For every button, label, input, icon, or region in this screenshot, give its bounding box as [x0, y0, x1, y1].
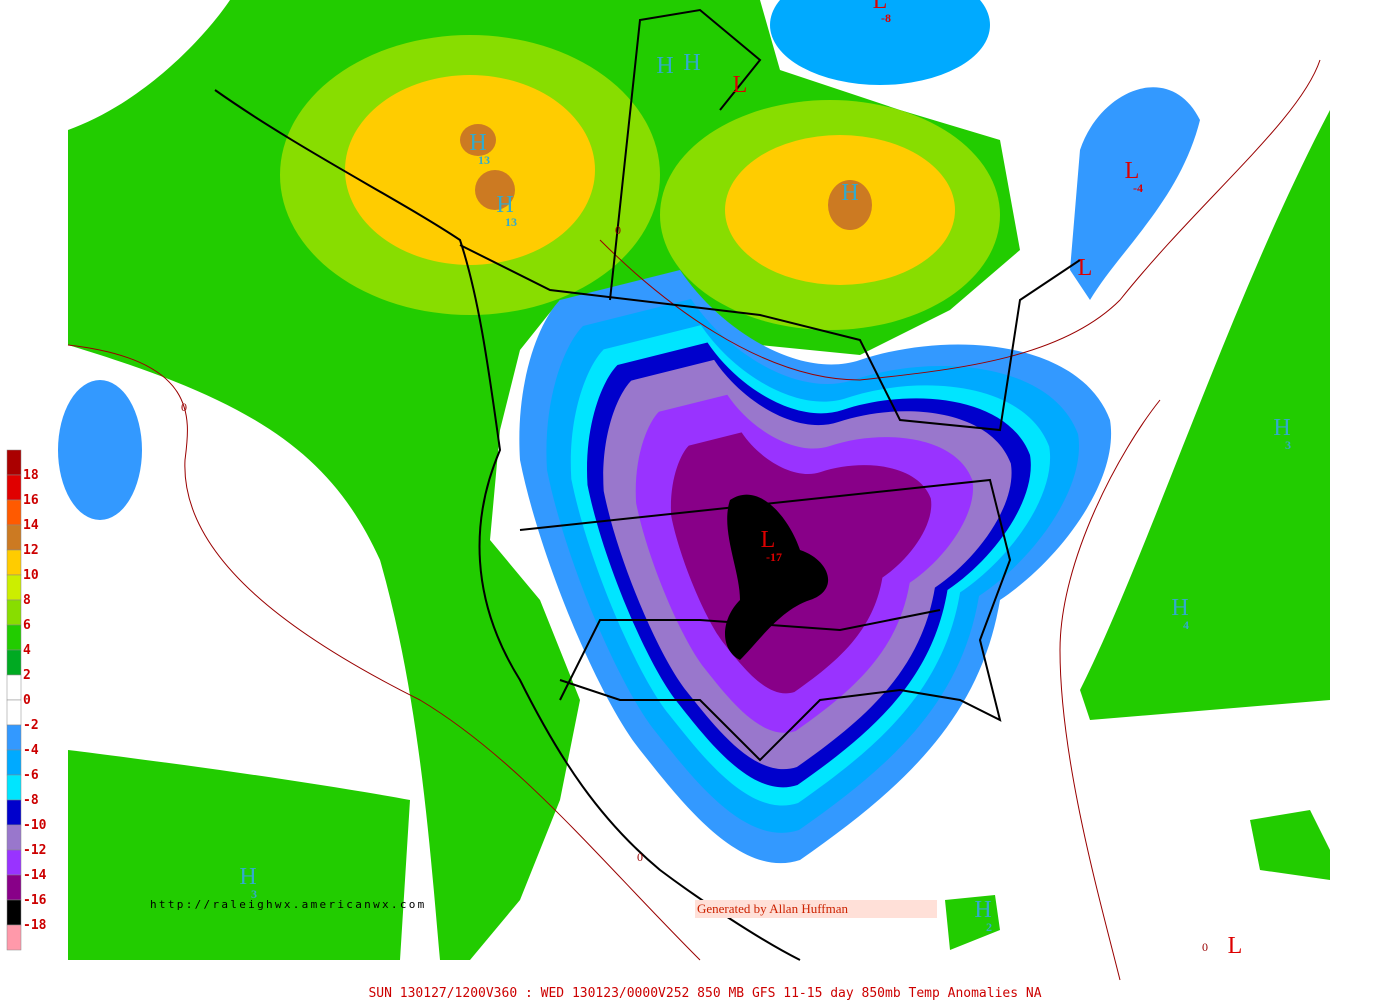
pressure-center: L — [761, 527, 776, 553]
legend-label: 6 — [23, 618, 31, 633]
pressure-value: 3 — [251, 887, 257, 901]
legend-label: -12 — [23, 843, 46, 858]
source-url: http://raleighwx.americanwx.com — [150, 898, 427, 911]
legend-swatch — [6, 824, 22, 851]
legend-swatch — [6, 649, 22, 676]
legend-swatch — [6, 874, 22, 901]
credit-box — [695, 900, 937, 918]
legend-label: 0 — [23, 693, 31, 708]
pressure-center: H — [841, 180, 858, 206]
legend-label: -6 — [23, 768, 39, 783]
pressure-center: H — [496, 192, 513, 218]
cold-core — [725, 494, 829, 660]
legend-label: 12 — [23, 543, 39, 558]
pressure-value: 13 — [505, 215, 517, 229]
legend-swatch — [6, 449, 22, 476]
contour-label: 0 — [1202, 940, 1208, 954]
pressure-center: H — [469, 130, 486, 156]
warm-area — [828, 180, 872, 230]
legend-swatch — [6, 499, 22, 526]
legend-swatch — [6, 849, 22, 876]
pressure-center: L — [873, 0, 888, 14]
contour-label: 0 — [637, 850, 643, 864]
legend-swatch — [6, 699, 22, 726]
warm-area — [68, 750, 410, 960]
warm-area — [945, 895, 1000, 950]
legend-label: 10 — [23, 568, 39, 583]
legend-swatch — [6, 724, 22, 751]
pressure-value: 4 — [1183, 618, 1189, 632]
legend-label: -18 — [23, 918, 47, 933]
legend-label: -10 — [23, 818, 47, 833]
cold-area — [770, 0, 990, 85]
legend-swatch — [6, 574, 22, 601]
legend-label: -2 — [23, 718, 39, 733]
legend-swatch — [6, 749, 22, 776]
warm-area — [460, 124, 496, 156]
legend-label: -16 — [23, 893, 47, 908]
footer: SUN 130127/1200V360 : WED 130123/0000V25… — [368, 986, 1041, 1000]
pressure-center: H — [1171, 595, 1188, 621]
contour-label: 0 — [615, 223, 621, 237]
legend-swatch — [6, 674, 22, 701]
pressure-value: 13 — [478, 153, 490, 167]
pressure-value: -17 — [766, 550, 782, 564]
legend-swatch — [6, 549, 22, 576]
coastlines — [214, 8, 1081, 961]
warm-area — [345, 75, 595, 265]
legend-label: 16 — [23, 493, 39, 508]
legend-label: -14 — [23, 868, 47, 883]
pressure-center: H — [656, 53, 673, 79]
warm-area — [475, 170, 515, 210]
legend-label: 2 — [23, 668, 31, 683]
legend-label: 18 — [23, 468, 39, 483]
legend-swatch — [6, 924, 22, 951]
legend-swatch — [6, 624, 22, 651]
legend-label: -8 — [23, 793, 39, 808]
warm-area — [1080, 110, 1330, 720]
legend-swatch — [6, 799, 22, 826]
pressure-center: L — [1125, 158, 1140, 184]
pressure-value: 3 — [1285, 438, 1291, 452]
pressure-value: -4 — [1133, 181, 1143, 195]
legend-swatch — [6, 774, 22, 801]
legend-swatch — [6, 474, 22, 501]
legend-swatch — [6, 899, 22, 926]
zero-contours — [67, 59, 1321, 981]
contour-label: 0 — [181, 400, 187, 414]
legend-swatch — [6, 599, 22, 626]
pressure-center: H — [683, 50, 700, 76]
pressure-center: L — [1228, 933, 1243, 959]
legend-label: 4 — [23, 643, 31, 658]
warm-area — [1250, 810, 1330, 880]
legend-swatch — [6, 524, 22, 551]
pressure-center: H — [239, 864, 256, 890]
pressure-center: L — [1078, 255, 1093, 281]
credit: Generated by Allan Huffman — [697, 901, 849, 916]
pressure-value: -8 — [881, 11, 891, 25]
cold-area — [58, 380, 142, 520]
legend-label: 14 — [23, 518, 39, 533]
pressure-center: L — [733, 72, 748, 98]
pressure-value: 2 — [986, 920, 992, 934]
pressure-center: H — [1273, 415, 1290, 441]
legend-label: 8 — [23, 593, 31, 608]
pressure-center: H — [974, 897, 991, 923]
cold-area — [1070, 87, 1200, 300]
legend-label: -4 — [23, 743, 39, 758]
